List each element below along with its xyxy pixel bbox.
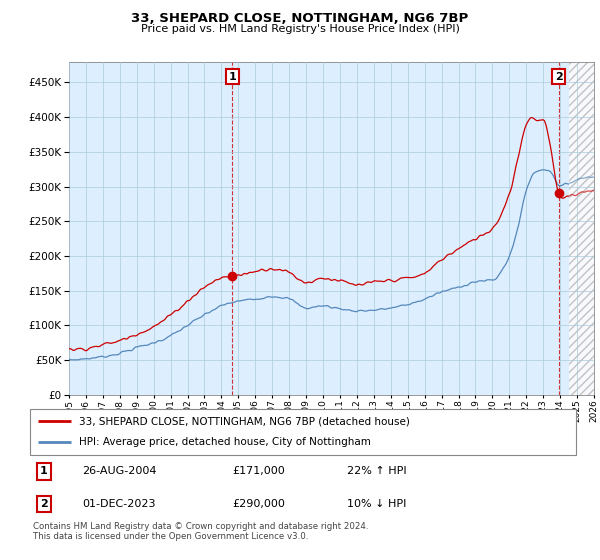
Text: 2: 2 bbox=[40, 499, 47, 509]
Text: Contains HM Land Registry data © Crown copyright and database right 2024.
This d: Contains HM Land Registry data © Crown c… bbox=[33, 522, 368, 542]
Text: 26-AUG-2004: 26-AUG-2004 bbox=[82, 466, 157, 477]
FancyBboxPatch shape bbox=[30, 409, 576, 455]
Text: 33, SHEPARD CLOSE, NOTTINGHAM, NG6 7BP: 33, SHEPARD CLOSE, NOTTINGHAM, NG6 7BP bbox=[131, 12, 469, 25]
Text: 22% ↑ HPI: 22% ↑ HPI bbox=[347, 466, 406, 477]
Text: 10% ↓ HPI: 10% ↓ HPI bbox=[347, 499, 406, 509]
Text: 2: 2 bbox=[555, 72, 563, 82]
Text: 1: 1 bbox=[40, 466, 47, 477]
Bar bbox=[569, 62, 594, 395]
Text: 33, SHEPARD CLOSE, NOTTINGHAM, NG6 7BP (detached house): 33, SHEPARD CLOSE, NOTTINGHAM, NG6 7BP (… bbox=[79, 416, 410, 426]
Text: £290,000: £290,000 bbox=[232, 499, 285, 509]
Text: Price paid vs. HM Land Registry's House Price Index (HPI): Price paid vs. HM Land Registry's House … bbox=[140, 24, 460, 34]
Text: HPI: Average price, detached house, City of Nottingham: HPI: Average price, detached house, City… bbox=[79, 437, 371, 447]
Text: 01-DEC-2023: 01-DEC-2023 bbox=[82, 499, 155, 509]
Text: £171,000: £171,000 bbox=[232, 466, 285, 477]
Text: 1: 1 bbox=[229, 72, 236, 82]
